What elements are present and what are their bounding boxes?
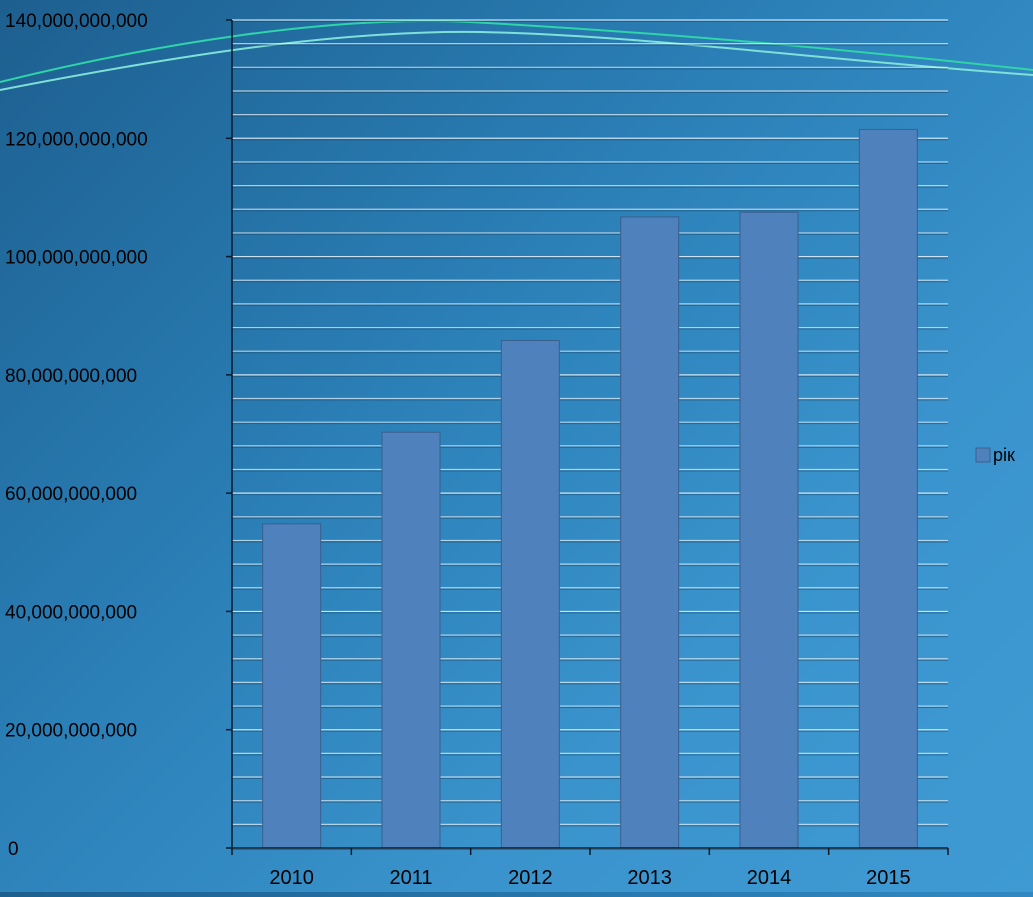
bar-2011 <box>381 431 441 849</box>
x-tick-labels: 2010 2011 2012 2013 2014 2015 <box>269 867 910 889</box>
y-tick-label: 40,000,000,000 <box>5 602 137 623</box>
gridlines <box>232 19 948 850</box>
y-tick-label: 0 <box>8 839 19 860</box>
x-tick-label: 2013 <box>627 867 672 889</box>
y-tick-label: 100,000,000,000 <box>5 248 148 269</box>
bars <box>262 128 918 849</box>
bar-2010 <box>262 523 322 849</box>
axes <box>226 19 949 855</box>
y-tick-label: 60,000,000,000 <box>5 484 137 505</box>
legend: рік <box>975 445 1015 465</box>
x-tick-label: 2012 <box>508 867 553 889</box>
y-tick-label: 120,000,000,000 <box>5 129 148 150</box>
decorative-waves <box>0 19 1033 91</box>
x-tick-label: 2015 <box>866 867 911 889</box>
legend-swatch <box>975 447 991 463</box>
decorative-wave-1 <box>0 19 1033 83</box>
y-tick-label: 20,000,000,000 <box>5 721 137 742</box>
bar-2012 <box>500 340 560 849</box>
legend-label: рік <box>993 445 1015 465</box>
bar-2014 <box>739 211 799 849</box>
bar-2015 <box>858 128 918 849</box>
decorative-wave-2 <box>0 30 1033 91</box>
x-tick-label: 2010 <box>269 867 314 889</box>
x-tick-label: 2011 <box>389 867 432 889</box>
bar-2013 <box>620 216 680 849</box>
y-tick-label: 140,000,000,000 <box>5 11 148 32</box>
y-tick-label: 80,000,000,000 <box>5 366 137 387</box>
x-tick-label: 2014 <box>747 867 792 889</box>
y-tick-labels: 0 20,000,000,000 40,000,000,000 60,000,000,… <box>5 11 148 860</box>
